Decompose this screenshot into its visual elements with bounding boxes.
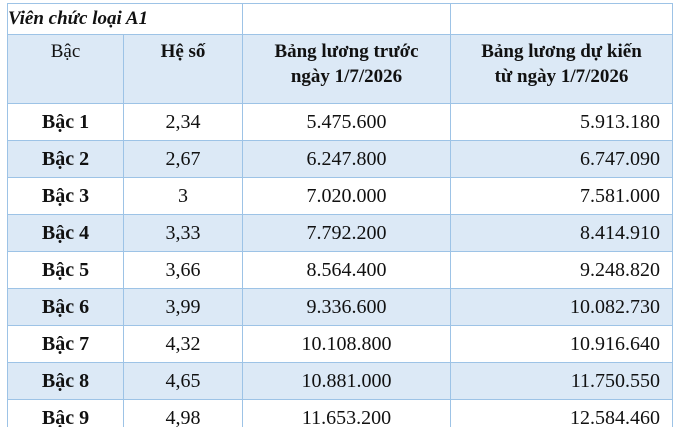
cell-bac: Bậc 2 [7,140,124,178]
cell-luong-du-kien: 7.581.000 [450,177,673,215]
table-row: Bậc 2 2,67 6.247.800 6.747.090 [7,140,673,178]
title-row: Viên chức loại A1 [7,3,673,35]
title-row-empty-cell [242,3,451,35]
cell-luong-du-kien: 10.082.730 [450,288,673,326]
cell-luong-truoc: 11.653.200 [242,399,451,427]
cell-luong-truoc: 5.475.600 [242,103,451,141]
cell-luong-du-kien: 8.414.910 [450,214,673,252]
cell-luong-truoc: 7.792.200 [242,214,451,252]
cell-he-so: 4,98 [123,399,243,427]
cell-he-so: 4,32 [123,325,243,363]
cell-bac: Bậc 4 [7,214,124,252]
table-row: Bậc 6 3,99 9.336.600 10.082.730 [7,288,673,326]
cell-luong-truoc: 6.247.800 [242,140,451,178]
cell-luong-truoc: 10.881.000 [242,362,451,400]
cell-luong-du-kien: 12.584.460 [450,399,673,427]
table-body: Viên chức loại A1 Bậc Hệ số Bảng lương t… [7,3,673,427]
cell-he-so: 3,33 [123,214,243,252]
cell-luong-du-kien: 10.916.640 [450,325,673,363]
column-header-luong-truoc: Bảng lương trước ngày 1/7/2026 [242,34,451,104]
table-row: Bậc 5 3,66 8.564.400 9.248.820 [7,251,673,289]
cell-luong-du-kien: 5.913.180 [450,103,673,141]
cell-he-so: 3,99 [123,288,243,326]
cell-luong-truoc: 10.108.800 [242,325,451,363]
salary-table: Viên chức loại A1 Bậc Hệ số Bảng lương t… [7,3,673,427]
cell-bac: Bậc 9 [7,399,124,427]
table-row: Bậc 4 3,33 7.792.200 8.414.910 [7,214,673,252]
cell-bac: Bậc 1 [7,103,124,141]
table-row: Bậc 3 3 7.020.000 7.581.000 [7,177,673,215]
cell-bac: Bậc 8 [7,362,124,400]
column-header-he-so: Hệ số [123,34,243,104]
cell-luong-du-kien: 11.750.550 [450,362,673,400]
cell-bac: Bậc 5 [7,251,124,289]
table-row: Bậc 7 4,32 10.108.800 10.916.640 [7,325,673,363]
table-row: Bậc 1 2,34 5.475.600 5.913.180 [7,103,673,141]
cell-luong-du-kien: 6.747.090 [450,140,673,178]
cell-bac: Bậc 7 [7,325,124,363]
cell-he-so: 3 [123,177,243,215]
table-row: Bậc 8 4,65 10.881.000 11.750.550 [7,362,673,400]
table-title: Viên chức loại A1 [7,3,243,35]
column-header-bac: Bậc [7,34,124,104]
cell-luong-truoc: 7.020.000 [242,177,451,215]
cell-he-so: 4,65 [123,362,243,400]
cell-he-so: 3,66 [123,251,243,289]
cell-he-so: 2,67 [123,140,243,178]
cell-he-so: 2,34 [123,103,243,141]
column-header-luong-du-kien: Bảng lương dự kiến từ ngày 1/7/2026 [450,34,673,104]
cell-luong-truoc: 8.564.400 [242,251,451,289]
cell-luong-du-kien: 9.248.820 [450,251,673,289]
title-row-empty-cell [450,3,673,35]
table-row: Bậc 9 4,98 11.653.200 12.584.460 [7,399,673,427]
header-row: Bậc Hệ số Bảng lương trước ngày 1/7/2026… [7,34,673,104]
cell-bac: Bậc 6 [7,288,124,326]
cell-bac: Bậc 3 [7,177,124,215]
cell-luong-truoc: 9.336.600 [242,288,451,326]
